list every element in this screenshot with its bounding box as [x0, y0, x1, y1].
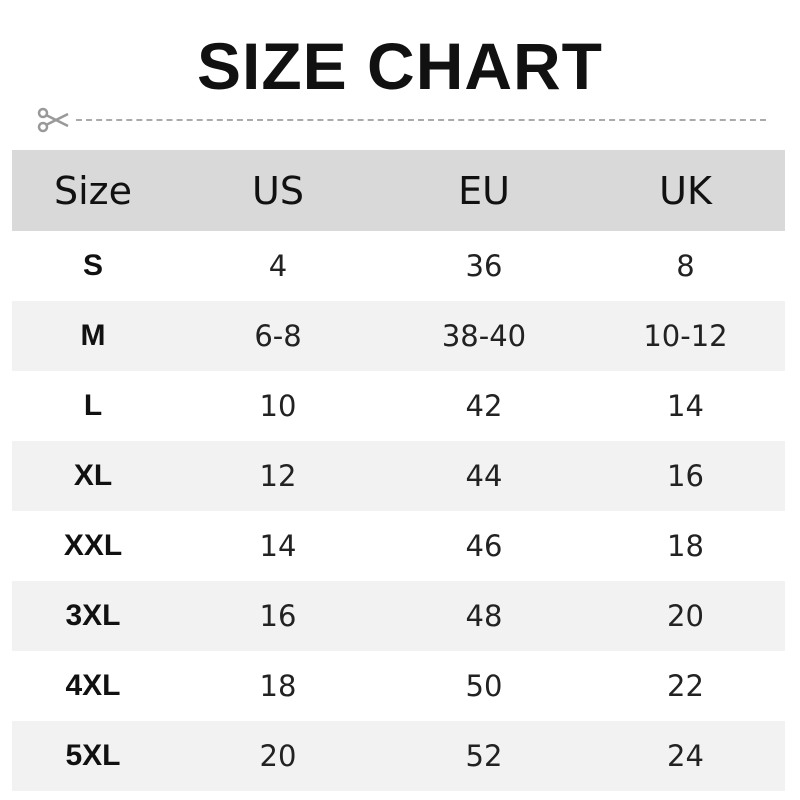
cell-eu: 42 — [465, 389, 503, 423]
cell-uk: 14 — [667, 389, 704, 423]
table-row: 5XL 20 52 24 — [12, 721, 785, 791]
scissors-icon — [37, 107, 69, 133]
column-header-eu: EU — [382, 150, 586, 231]
cell-size: M — [12, 301, 174, 371]
cell-us: 14 — [259, 529, 297, 563]
cell-eu: 36 — [465, 249, 503, 283]
cell-eu: 46 — [465, 529, 503, 563]
cell-us: 10 — [259, 389, 297, 423]
cell-size: L — [83, 389, 103, 422]
cell-eu: 52 — [382, 721, 586, 791]
dashed-line — [76, 119, 766, 121]
table-row: 3XL 16 48 20 — [12, 581, 785, 651]
cell-uk: 10-12 — [586, 301, 785, 371]
cell-uk: 8 — [676, 249, 695, 283]
page-title: SIZE CHART — [197, 29, 603, 103]
cell-uk: 22 — [667, 669, 704, 703]
table-row: 4XL 18 50 22 — [12, 651, 785, 721]
table-row: S 4 36 8 — [12, 231, 785, 301]
header-row: Size US EU UK — [12, 150, 785, 231]
cell-us: 18 — [259, 669, 297, 703]
cell-size: XL — [12, 441, 174, 511]
cell-us: 20 — [174, 721, 382, 791]
cell-us: 16 — [174, 581, 382, 651]
cell-size: 4XL — [65, 669, 121, 702]
cell-us: 4 — [268, 249, 288, 283]
table-row: L 10 42 14 — [12, 371, 785, 441]
cell-us: 12 — [174, 441, 382, 511]
cell-eu: 44 — [382, 441, 586, 511]
table-row: XXL 14 46 18 — [12, 511, 785, 581]
cell-uk: 16 — [586, 441, 785, 511]
cell-size: 5XL — [12, 721, 174, 791]
size-table: Size US EU UK S 4 36 8 M 6-8 38-40 10-12 L 10 42 14 XL 1… — [12, 150, 785, 791]
cell-eu: 50 — [465, 669, 503, 703]
cell-size: 3XL — [12, 581, 174, 651]
column-header-uk: UK — [586, 150, 785, 231]
column-header-size: Size — [12, 150, 174, 231]
cell-size: S — [82, 249, 103, 282]
cell-eu: 38-40 — [382, 301, 586, 371]
cell-eu: 48 — [382, 581, 586, 651]
cell-uk: 18 — [667, 529, 704, 563]
column-header-us: US — [174, 150, 382, 231]
cell-size: XXL — [63, 529, 123, 562]
cut-line — [36, 106, 768, 134]
cell-uk: 24 — [586, 721, 785, 791]
table-row: XL 12 44 16 — [12, 441, 785, 511]
cell-us: 6-8 — [174, 301, 382, 371]
cell-uk: 20 — [586, 581, 785, 651]
table-row: M 6-8 38-40 10-12 — [12, 301, 785, 371]
